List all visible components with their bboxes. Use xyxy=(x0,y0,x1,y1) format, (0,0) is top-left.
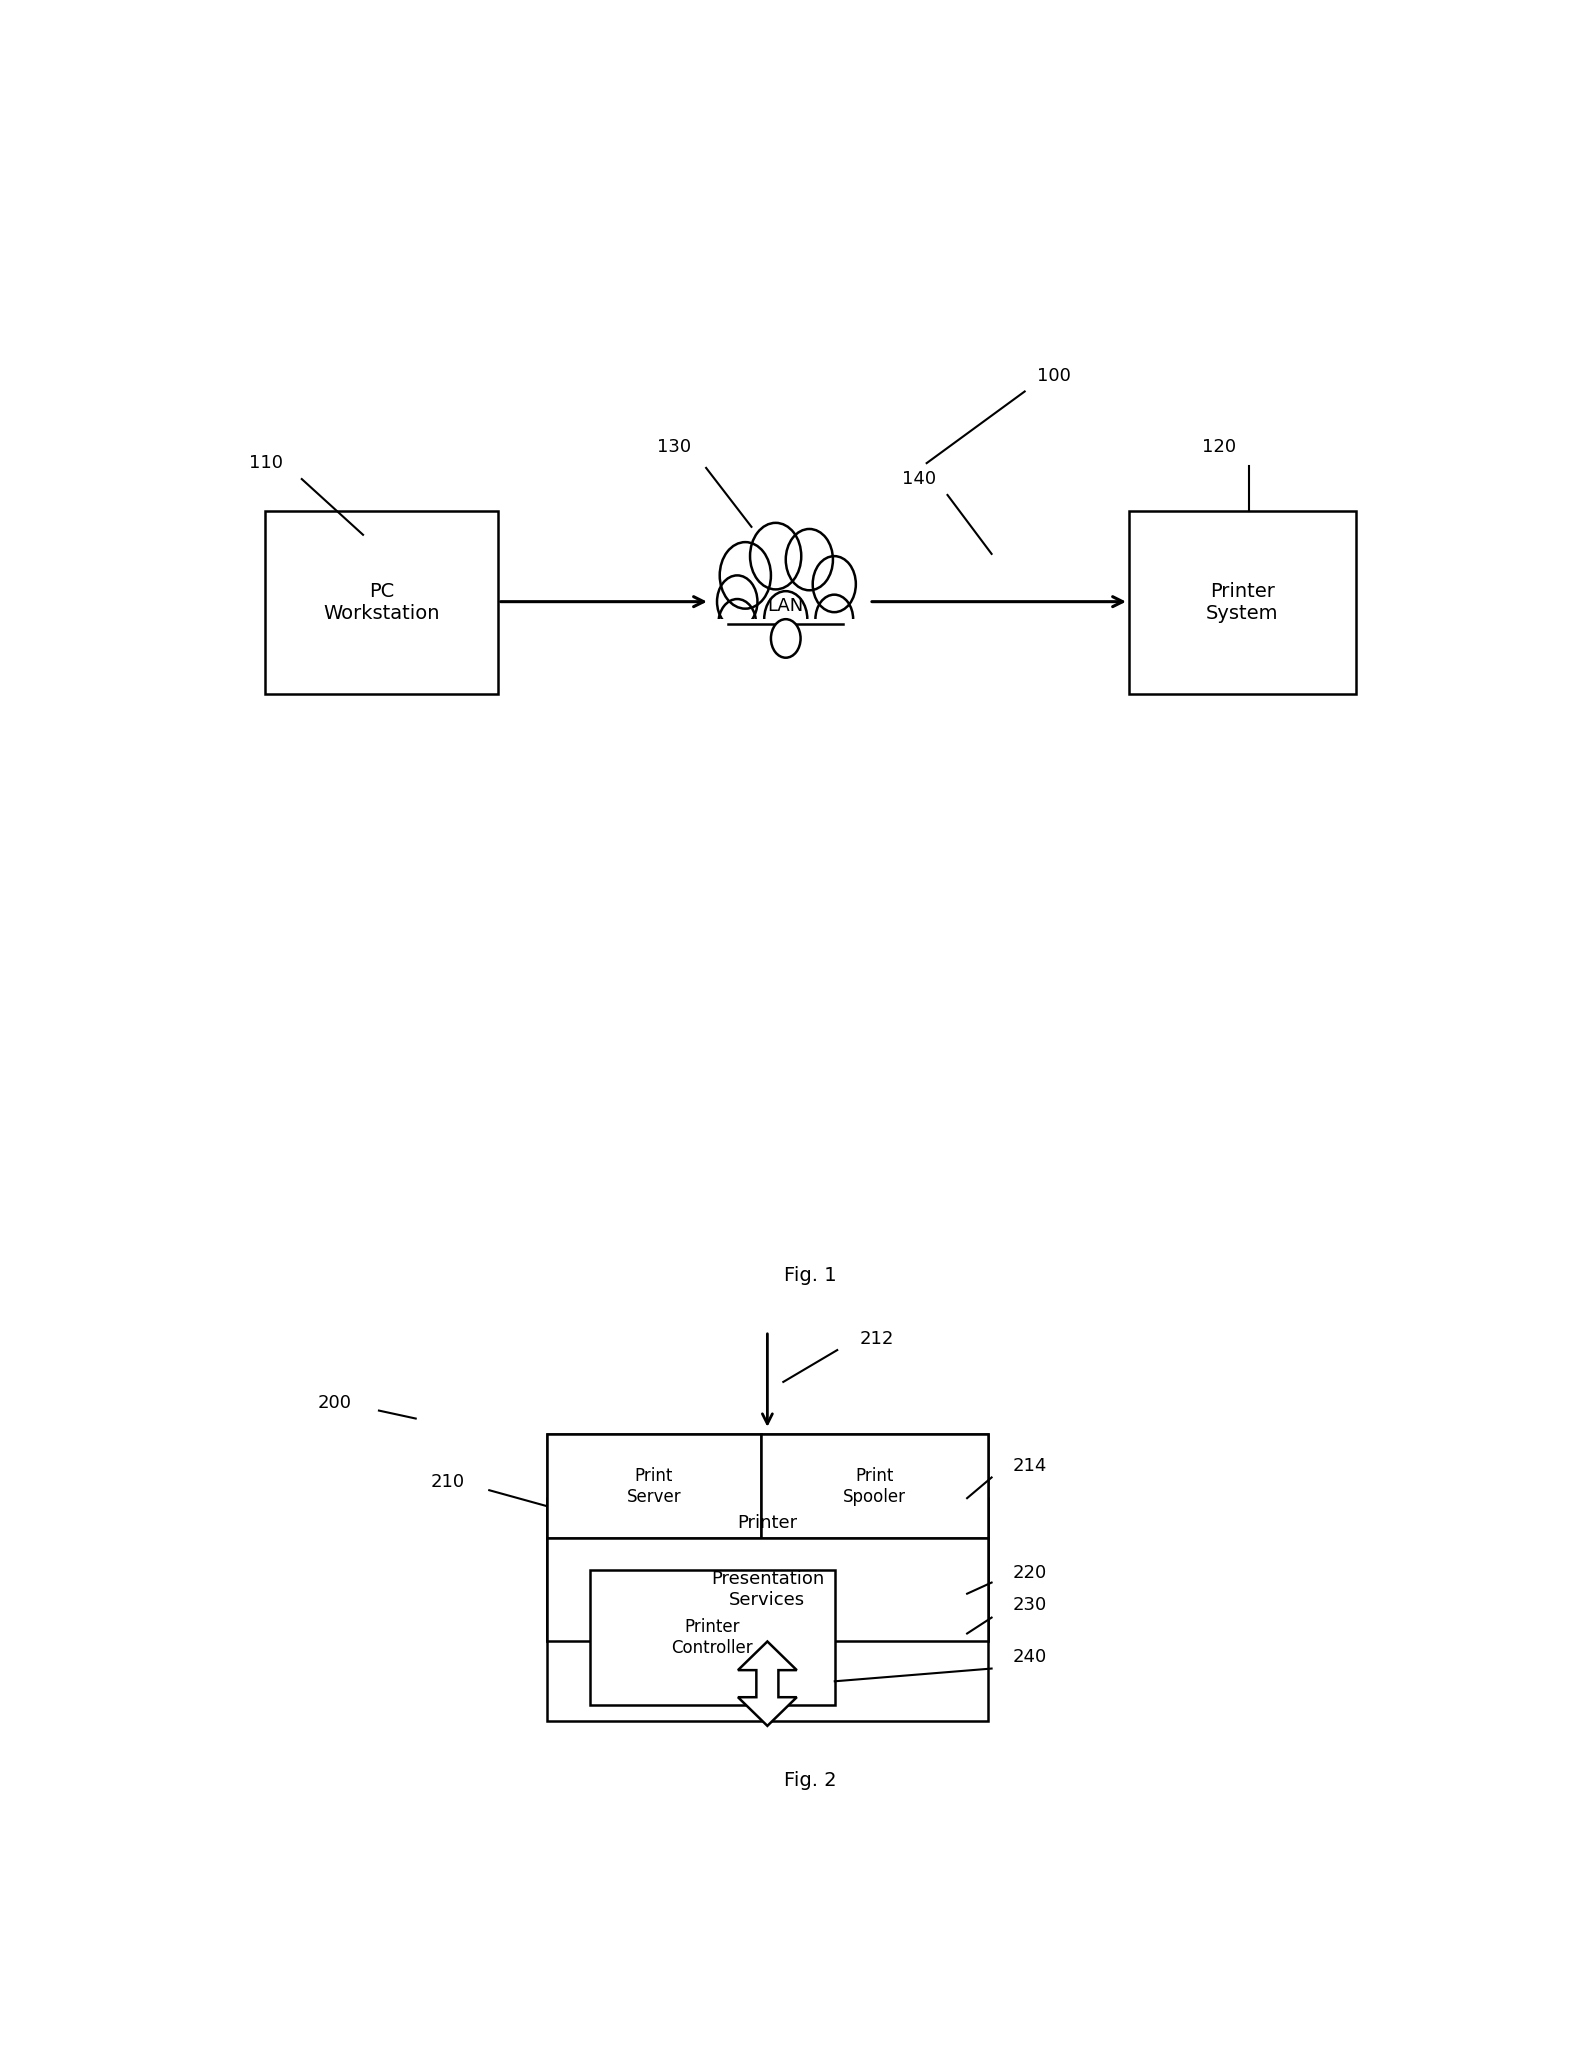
Circle shape xyxy=(816,596,854,643)
Text: PC
Workstation: PC Workstation xyxy=(323,581,440,622)
Polygon shape xyxy=(738,1642,797,1727)
Circle shape xyxy=(786,529,833,589)
Bar xyxy=(547,1497,988,1721)
Circle shape xyxy=(718,575,757,629)
Text: 210: 210 xyxy=(430,1472,465,1491)
Text: 200: 200 xyxy=(318,1394,351,1412)
Text: Fig. 1: Fig. 1 xyxy=(784,1266,836,1284)
Text: Printer: Printer xyxy=(737,1514,797,1532)
Bar xyxy=(590,1570,835,1706)
Text: 240: 240 xyxy=(1012,1648,1047,1667)
Circle shape xyxy=(764,591,808,647)
Text: 140: 140 xyxy=(903,469,936,488)
Circle shape xyxy=(813,556,855,612)
Text: 100: 100 xyxy=(1037,366,1070,385)
Text: 130: 130 xyxy=(658,438,691,457)
Bar xyxy=(547,1539,988,1642)
Circle shape xyxy=(772,618,800,658)
Text: 214: 214 xyxy=(1012,1458,1047,1474)
Text: 220: 220 xyxy=(1012,1563,1047,1582)
Text: Printer
Controller: Printer Controller xyxy=(672,1617,753,1656)
Text: Printer
System: Printer System xyxy=(1206,581,1279,622)
Circle shape xyxy=(719,542,772,608)
Bar xyxy=(266,511,498,695)
Text: Print
Spooler: Print Spooler xyxy=(843,1466,906,1506)
Bar xyxy=(1129,511,1355,695)
Circle shape xyxy=(718,600,756,647)
Bar xyxy=(762,1435,988,1539)
Text: Print
Server: Print Server xyxy=(626,1466,681,1506)
Circle shape xyxy=(749,523,802,589)
Bar xyxy=(711,618,860,672)
Bar xyxy=(547,1435,988,1642)
Text: Fig. 2: Fig. 2 xyxy=(784,1770,836,1789)
Text: 212: 212 xyxy=(860,1330,893,1348)
Ellipse shape xyxy=(715,544,857,658)
Text: LAN: LAN xyxy=(768,598,803,616)
Text: 120: 120 xyxy=(1203,438,1236,457)
Text: Presentation
Services: Presentation Services xyxy=(711,1570,824,1609)
Text: 110: 110 xyxy=(250,455,283,472)
Text: 230: 230 xyxy=(1012,1596,1047,1613)
Bar xyxy=(547,1435,762,1539)
